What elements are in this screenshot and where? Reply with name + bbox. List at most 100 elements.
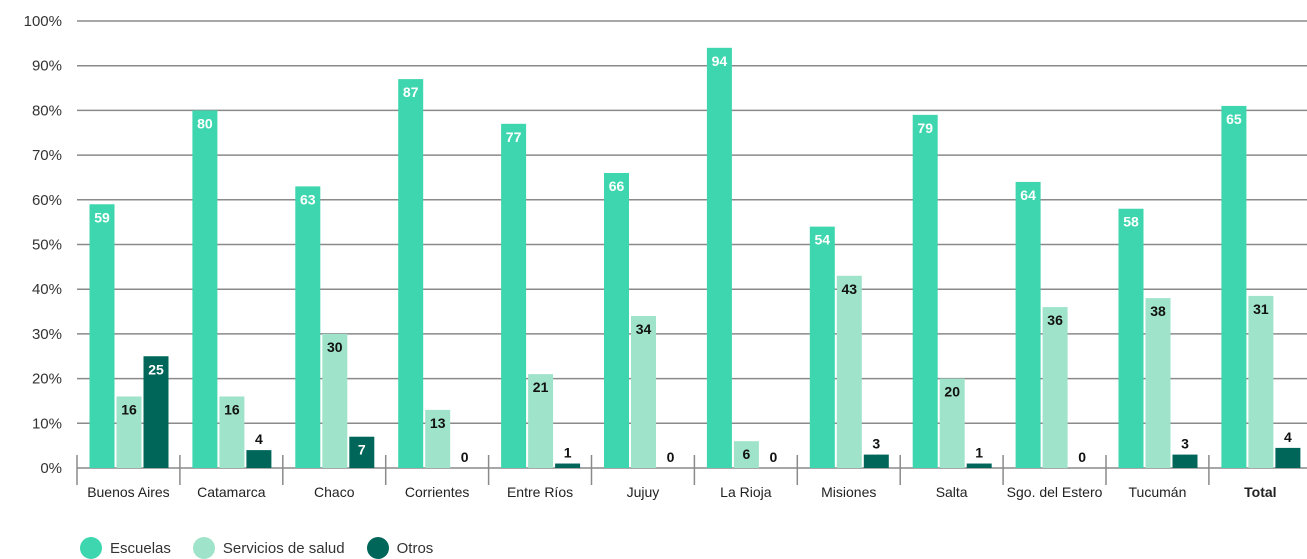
- y-tick-label: 100%: [24, 13, 62, 30]
- value-label: 30: [327, 339, 343, 355]
- x-tick-label: La Rioja: [720, 484, 772, 500]
- value-label: 4: [255, 431, 263, 447]
- bar-chart: 0%10%20%30%40%50%60%70%80%90%100%5916258…: [24, 13, 1307, 500]
- x-tick-label: Chaco: [314, 484, 355, 500]
- value-label: 20: [944, 384, 960, 400]
- bar-otros: [143, 356, 169, 468]
- x-tick-label: Total: [1244, 484, 1276, 500]
- legend-item-escuelas: Escuelas: [80, 537, 171, 559]
- bar-escuelas: [398, 79, 424, 469]
- value-label: 66: [609, 178, 625, 194]
- bar-otros: [966, 463, 992, 468]
- value-label: 36: [1047, 312, 1063, 328]
- bar-servicios-de-salud: [322, 333, 348, 468]
- value-label: 16: [224, 401, 240, 417]
- bar-servicios-de-salud: [939, 378, 965, 468]
- legend-label-escuelas: Escuelas: [110, 539, 171, 557]
- value-label: 65: [1226, 111, 1242, 127]
- x-tick-label: Misiones: [821, 484, 876, 500]
- x-tick-label: Tucumán: [1129, 484, 1187, 500]
- value-label: 13: [430, 415, 446, 431]
- bar-escuelas: [604, 172, 629, 469]
- bar-escuelas: [1118, 208, 1144, 469]
- value-label: 4: [1284, 429, 1292, 445]
- legend-label-servicios-de-salud: Servicios de salud: [222, 539, 345, 557]
- legend-item-otros: Otros: [366, 537, 434, 559]
- value-label: 54: [815, 232, 831, 248]
- bar-servicios-de-salud: [116, 396, 142, 468]
- value-label: 1: [975, 445, 983, 461]
- value-label: 79: [917, 120, 933, 136]
- bar-servicios-de-salud: [219, 396, 245, 468]
- bar-servicios-de-salud: [425, 409, 451, 468]
- value-label: 38: [1150, 303, 1166, 319]
- y-tick-label: 30%: [32, 326, 62, 343]
- value-label: 58: [1123, 214, 1139, 230]
- value-label: 3: [1181, 436, 1189, 452]
- y-tick-label: 20%: [32, 371, 62, 388]
- value-label: 0: [770, 449, 778, 465]
- value-label: 80: [197, 115, 213, 131]
- value-label: 43: [842, 281, 858, 297]
- value-label: 77: [506, 129, 522, 145]
- value-label: 1: [564, 445, 572, 461]
- value-label: 63: [300, 191, 316, 207]
- y-tick-label: 0%: [40, 460, 62, 477]
- bar-otros: [863, 454, 889, 468]
- bar-escuelas: [706, 47, 732, 468]
- legend-swatch-escuelas: [80, 537, 102, 559]
- bar-servicios-de-salud: [1248, 295, 1274, 468]
- value-label: 59: [94, 209, 110, 225]
- value-label: 0: [667, 449, 675, 465]
- bar-servicios-de-salud: [1145, 298, 1171, 468]
- bar-otros: [555, 463, 581, 468]
- value-label: 64: [1020, 187, 1036, 203]
- bar-servicios-de-salud: [836, 275, 862, 468]
- x-tick-label: Buenos Aires: [87, 484, 170, 500]
- bar-escuelas: [1221, 105, 1247, 469]
- bar-servicios-de-salud: [733, 441, 759, 468]
- x-tick-label: Corrientes: [405, 484, 470, 500]
- bar-escuelas: [295, 186, 321, 468]
- value-label: 0: [461, 449, 469, 465]
- bar-escuelas: [1015, 181, 1041, 469]
- legend-item-servicios-de-salud: Servicios de salud: [192, 537, 345, 559]
- y-tick-label: 70%: [32, 147, 62, 164]
- bar-otros: [349, 436, 375, 468]
- bar-otros: [1275, 447, 1301, 468]
- x-tick-label: Entre Ríos: [507, 484, 573, 500]
- y-tick-label: 50%: [32, 237, 62, 254]
- x-tick-label: Jujuy: [627, 484, 660, 500]
- bar-escuelas: [912, 114, 938, 469]
- value-label: 34: [636, 321, 652, 337]
- value-label: 87: [403, 84, 419, 100]
- value-label: 7: [358, 442, 366, 458]
- x-tick-label: Sgo. del Estero: [1007, 484, 1103, 500]
- bar-servicios-de-salud: [528, 374, 554, 468]
- bar-servicios-de-salud: [631, 316, 656, 468]
- legend-swatch-servicios-de-salud: [192, 537, 215, 559]
- bar-otros: [246, 450, 272, 468]
- value-label: 94: [712, 53, 728, 69]
- y-tick-label: 40%: [32, 281, 62, 298]
- y-tick-label: 90%: [32, 58, 62, 75]
- y-tick-label: 80%: [32, 102, 62, 119]
- bar-escuelas: [89, 204, 115, 468]
- value-label: 3: [872, 436, 880, 452]
- value-label: 25: [148, 361, 164, 377]
- bar-escuelas: [809, 226, 835, 468]
- legend-label-otros: Otros: [396, 539, 434, 557]
- bar-servicios-de-salud: [1042, 307, 1068, 468]
- y-tick-label: 10%: [32, 415, 62, 432]
- value-label: 6: [743, 446, 751, 462]
- legend: Escuelas Servicios de salud Otros: [80, 537, 455, 559]
- y-tick-label: 60%: [32, 192, 62, 209]
- x-tick-label: Salta: [936, 484, 968, 500]
- bar-otros: [1172, 454, 1198, 468]
- value-label: 21: [533, 379, 549, 395]
- bar-escuelas: [501, 123, 527, 468]
- bar-escuelas: [192, 110, 218, 469]
- value-label: 16: [121, 401, 137, 417]
- x-tick-label: Catamarca: [197, 484, 266, 500]
- value-label: 31: [1253, 301, 1269, 317]
